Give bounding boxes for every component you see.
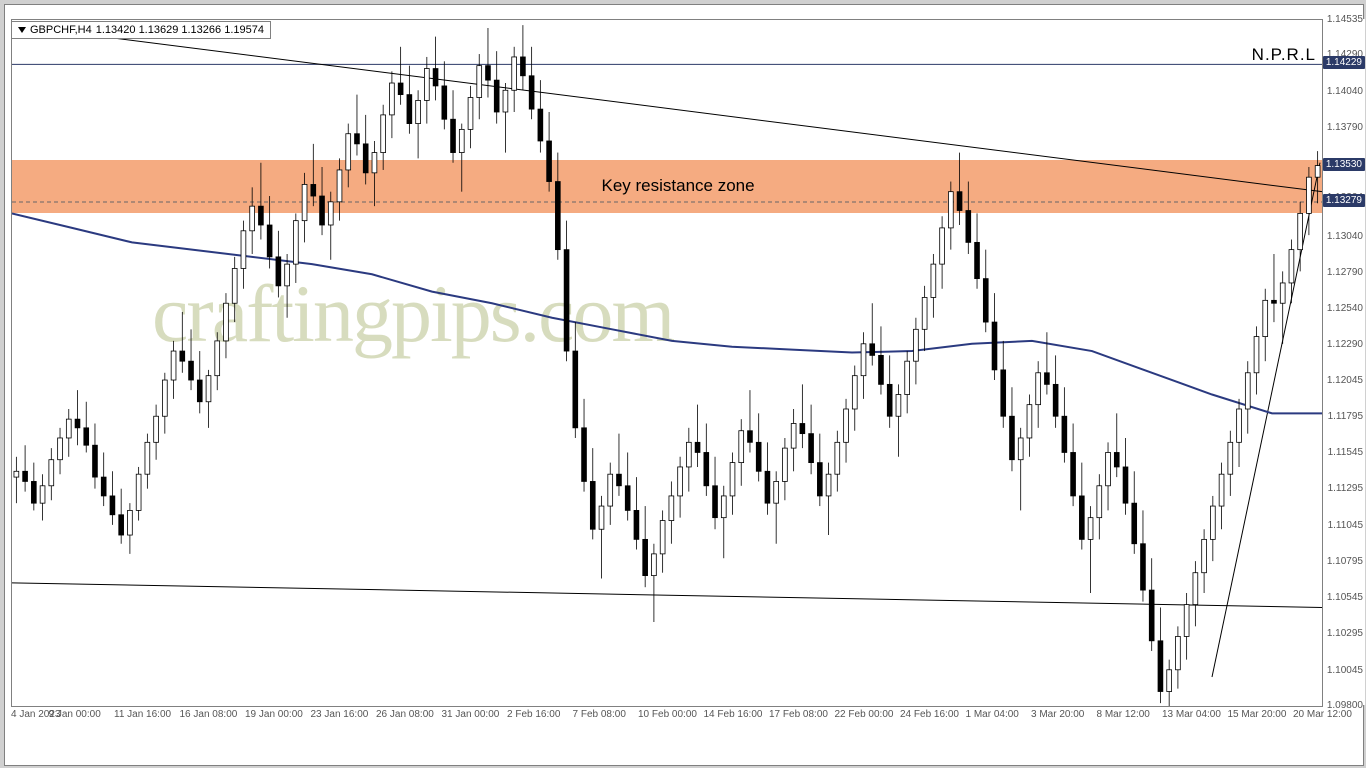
dropdown-icon: [18, 27, 26, 33]
price-marker: 1.14229: [1323, 56, 1365, 69]
chart-plot-area[interactable]: Key resistance zone N.P.R.L craftingpips…: [11, 19, 1323, 707]
x-tick: 22 Feb 00:00: [835, 709, 894, 720]
x-tick: 16 Jan 08:00: [180, 709, 238, 720]
x-tick: 31 Jan 00:00: [442, 709, 500, 720]
y-tick: 1.12790: [1327, 267, 1363, 278]
y-tick: 1.11295: [1328, 483, 1363, 494]
chart-window: GBPCHF,H4 1.13420 1.13629 1.13266 1.1957…: [4, 4, 1364, 766]
x-tick: 23 Jan 16:00: [311, 709, 369, 720]
x-tick: 17 Feb 08:00: [769, 709, 828, 720]
x-tick: 15 Mar 20:00: [1228, 709, 1287, 720]
x-tick: 8 Mar 12:00: [1097, 709, 1150, 720]
chart-svg-layer: [12, 20, 1322, 706]
y-tick: 1.10795: [1327, 556, 1363, 567]
x-tick: 26 Jan 08:00: [376, 709, 434, 720]
x-tick: 10 Feb 00:00: [638, 709, 697, 720]
y-tick: 1.14535: [1327, 14, 1363, 25]
y-tick: 1.11545: [1328, 447, 1363, 458]
x-tick: 20 Mar 12:00: [1293, 709, 1352, 720]
symbol-title-box[interactable]: GBPCHF,H4 1.13420 1.13629 1.13266 1.1957…: [11, 21, 271, 39]
x-tick: 13 Mar 04:00: [1162, 709, 1221, 720]
x-tick: 9 Jan 00:00: [49, 709, 101, 720]
y-tick: 1.12045: [1327, 375, 1363, 386]
x-tick: 2 Feb 16:00: [507, 709, 560, 720]
time-axis[interactable]: 4 Jan 20239 Jan 00:0011 Jan 16:0016 Jan …: [11, 707, 1321, 725]
price-marker: 1.13279: [1323, 194, 1365, 207]
price-marker: 1.13530: [1323, 158, 1365, 171]
x-tick: 14 Feb 16:00: [704, 709, 763, 720]
y-tick: 1.13790: [1327, 122, 1363, 133]
x-tick: 7 Feb 08:00: [573, 709, 626, 720]
x-tick: 19 Jan 00:00: [245, 709, 303, 720]
y-tick: 1.10045: [1327, 665, 1363, 676]
x-tick: 24 Feb 16:00: [900, 709, 959, 720]
x-tick: 1 Mar 04:00: [966, 709, 1019, 720]
ohlc-values: 1.13420 1.13629 1.13266 1.19574: [96, 24, 264, 36]
y-tick: 1.10545: [1327, 592, 1363, 603]
y-tick: 1.13040: [1327, 231, 1363, 242]
x-tick: 3 Mar 20:00: [1031, 709, 1084, 720]
x-tick: 11 Jan 16:00: [114, 709, 171, 720]
y-tick: 1.14040: [1327, 86, 1363, 97]
y-tick: 1.11795: [1328, 411, 1363, 422]
symbol-label: GBPCHF,H4: [30, 24, 92, 36]
y-tick: 1.12290: [1327, 339, 1363, 350]
y-tick: 1.12540: [1327, 303, 1363, 314]
y-tick: 1.11045: [1328, 520, 1363, 531]
price-axis[interactable]: 1.145351.142901.140401.137901.135401.133…: [1323, 19, 1365, 705]
y-tick: 1.10295: [1327, 628, 1363, 639]
